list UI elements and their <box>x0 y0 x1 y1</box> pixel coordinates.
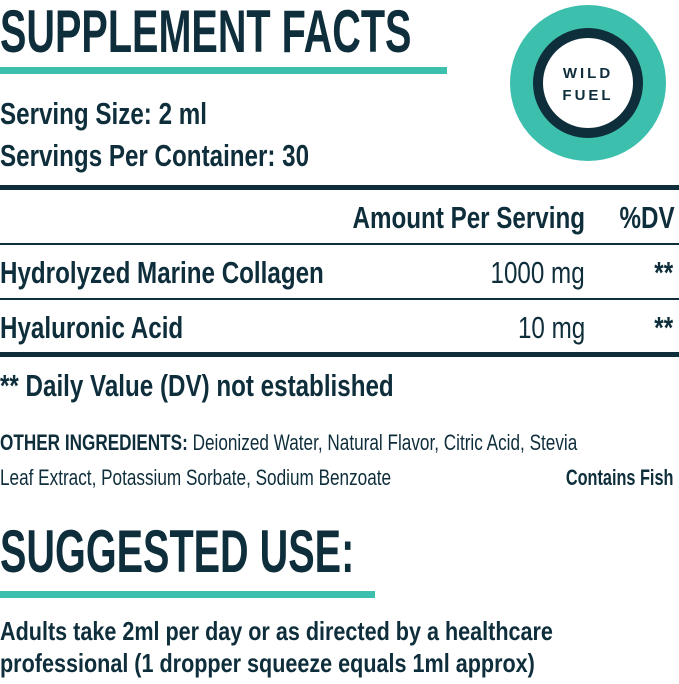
footnote: ** Daily Value (DV) not established <box>0 368 394 403</box>
column-header: Amount Per Serving <box>352 200 585 235</box>
rule <box>0 243 679 245</box>
title: SUPPLEMENT FACTS <box>0 0 412 65</box>
other-ingredients-line: OTHER INGREDIENTS: Deionized Water, Natu… <box>0 432 577 454</box>
ingredient-name: Hyaluronic Acid <box>0 310 184 345</box>
other-ingredients-text: Leaf Extract, Potassium Sorbate, Sodium … <box>0 465 392 490</box>
rule <box>0 298 679 300</box>
other-ingredients-label: OTHER INGREDIENTS: <box>0 430 188 455</box>
allergen: Contains Fish <box>565 465 673 490</box>
section-underline <box>0 591 375 598</box>
ingredient-dv: ** <box>654 310 673 345</box>
section-title: SUGGESTED USE: <box>0 518 355 585</box>
serving-size: Serving Size: 2 ml <box>0 96 207 131</box>
ingredient-dv: ** <box>654 255 673 290</box>
suggested-use-text: professional (1 dropper squeeze equals 1… <box>0 648 535 678</box>
ingredient-name: Hydrolyzed Marine Collagen <box>0 255 324 290</box>
column-header: %DV <box>619 200 675 235</box>
rule <box>0 352 679 357</box>
logo-text: FUEL <box>562 87 613 104</box>
title-underline <box>0 67 447 74</box>
other-ingredients-text: Deionized Water, Natural Flavor, Citric … <box>192 430 578 455</box>
rule <box>0 185 679 190</box>
suggested-use-text: Adults take 2ml per day or as directed b… <box>0 616 553 646</box>
ingredient-amount: 1000 mg <box>490 255 585 290</box>
logo-text: WILD <box>563 65 613 82</box>
servings-per-container: Servings Per Container: 30 <box>0 138 310 173</box>
logo: WILD FUEL <box>510 5 666 161</box>
ingredient-amount: 10 mg <box>517 310 585 345</box>
